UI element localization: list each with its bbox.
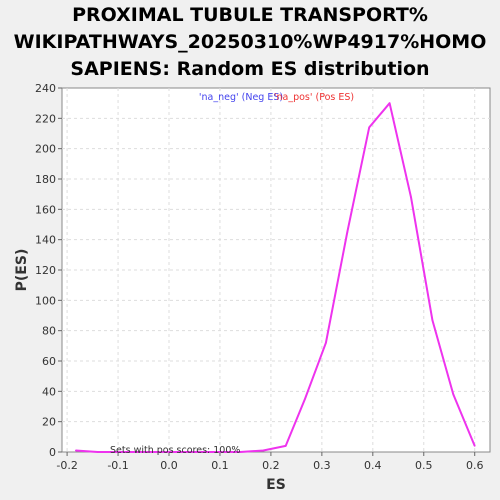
- data-point: [325, 342, 327, 344]
- y-tick-label: 140: [35, 234, 56, 247]
- pos-score-annotation: Sets with pos scores: 100%: [110, 445, 240, 456]
- x-tick-label: 0.6: [466, 459, 484, 472]
- y-tick-label: 100: [35, 294, 56, 307]
- chart-title-line-2: WIKIPATHWAYS_20250310%WP4917%HOMO: [13, 31, 487, 53]
- legend-entry-neg: 'na_neg' (Neg ES): [199, 92, 283, 103]
- chart-title-line-1: PROXIMAL TUBULE TRANSPORT%: [72, 4, 428, 26]
- data-point: [284, 445, 287, 447]
- data-point: [473, 445, 476, 447]
- chart-title-line-3: SAPIENS: Random ES distribution: [70, 58, 430, 80]
- x-tick-label: -0.1: [107, 459, 128, 472]
- y-axis-label: P(ES): [14, 249, 30, 292]
- y-tick-label: 120: [35, 264, 56, 277]
- data-point: [137, 451, 140, 453]
- x-tick-label: 0.3: [313, 459, 331, 472]
- y-tick-label: 40: [42, 385, 56, 398]
- plot-area: [61, 87, 491, 453]
- data-point: [158, 451, 160, 453]
- legend-entry-pos: 'na_pos' (Pos ES): [274, 92, 354, 103]
- x-tick-label: 0.1: [211, 459, 229, 472]
- x-axis-label: ES: [266, 477, 286, 493]
- y-tick-label: 220: [35, 112, 56, 125]
- x-tick-label: -0.2: [56, 459, 77, 472]
- y-tick-label: 0: [49, 446, 56, 459]
- axis-ticks: 0 20 40 60 80 100 120 140 160 180 200 220 240 -0.2 -0.…: [35, 82, 483, 472]
- data-point: [239, 451, 242, 453]
- data-point: [388, 102, 391, 104]
- data-point: [262, 449, 265, 452]
- y-tick-label: 240: [35, 82, 56, 95]
- data-point: [219, 451, 221, 453]
- series-line-0: [75, 102, 476, 453]
- x-tick-label: 0.5: [415, 459, 433, 472]
- y-tick-label: 20: [42, 416, 56, 429]
- x-tick-label: 0.0: [160, 459, 178, 472]
- y-tick-label: 160: [35, 203, 56, 216]
- data-point: [74, 449, 77, 452]
- chart-title: PROXIMAL TUBULE TRANSPORT% WIKIPATHWAYS_…: [0, 2, 500, 83]
- y-tick-label: 60: [42, 355, 56, 368]
- data-point: [96, 451, 99, 453]
- data-point: [346, 231, 349, 233]
- data-point: [304, 398, 306, 400]
- data-point: [410, 196, 412, 198]
- x-tick-label: 0.4: [364, 459, 382, 472]
- y-tick-label: 80: [42, 325, 56, 338]
- data-point: [368, 126, 371, 129]
- data-point: [178, 451, 180, 453]
- y-tick-label: 180: [35, 173, 56, 186]
- data-point: [431, 319, 434, 321]
- series-layer: [74, 102, 476, 453]
- x-tick-label: 0.2: [262, 459, 280, 472]
- data-point: [198, 451, 201, 453]
- data-point: [452, 393, 455, 396]
- data-point: [117, 451, 119, 453]
- y-tick-label: 200: [35, 143, 56, 156]
